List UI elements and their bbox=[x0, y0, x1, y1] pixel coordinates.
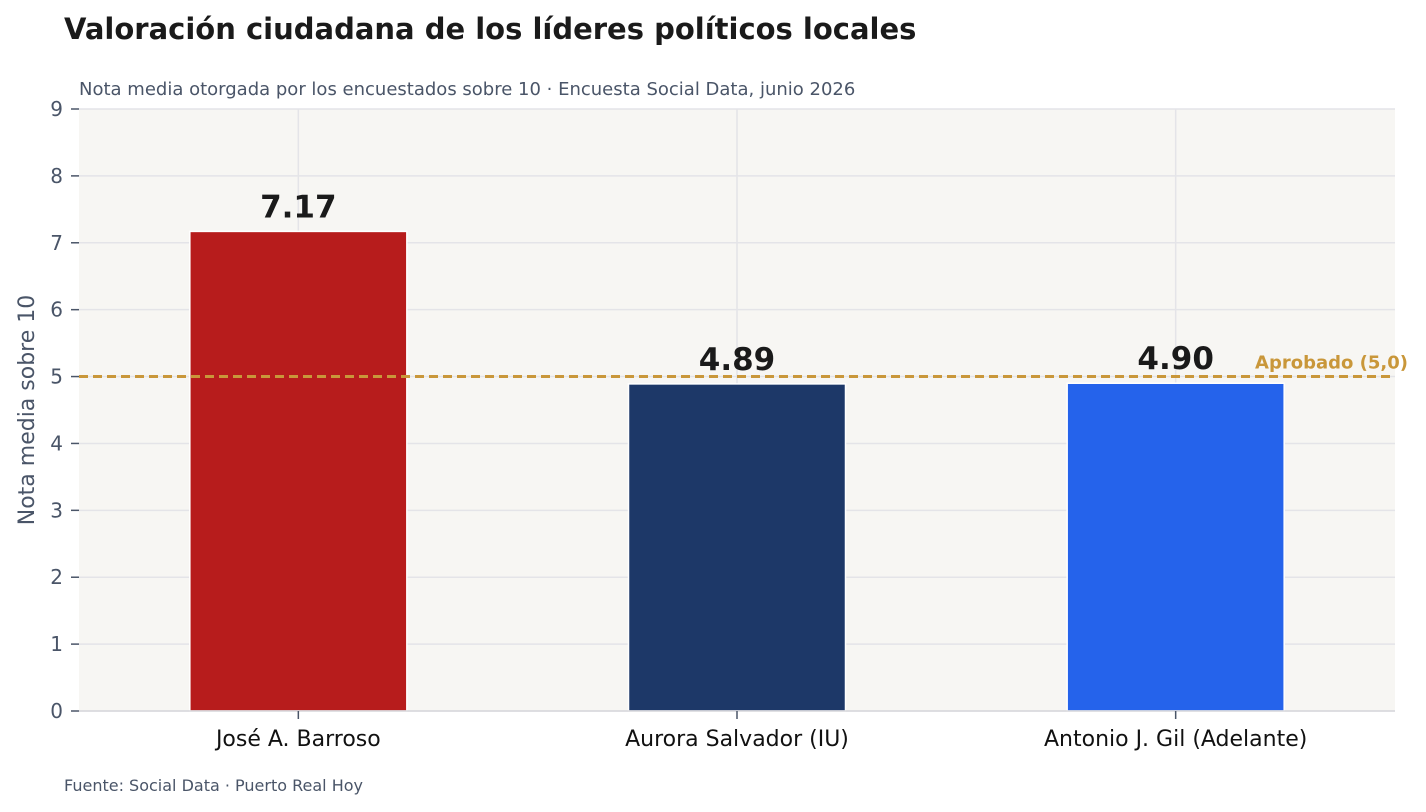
bar bbox=[1066, 382, 1285, 712]
y-axis-label: Nota media sobre 10 bbox=[15, 295, 40, 526]
bar bbox=[189, 230, 408, 712]
chart-title: Valoración ciudadana de los líderes polí… bbox=[64, 12, 917, 46]
y-tick-label: 5 bbox=[50, 365, 63, 389]
bar-value-label: 7.17 bbox=[260, 189, 337, 225]
y-tick-label: 7 bbox=[50, 231, 63, 255]
x-tick-label: Aurora Salvador (IU) bbox=[625, 727, 849, 752]
value-labels-layer: 7.17 4.89 4.90 bbox=[260, 189, 1214, 378]
x-tick-label: José A. Barroso bbox=[214, 727, 381, 752]
source-note: Fuente: Social Data · Puerto Real Hoy bbox=[64, 776, 363, 795]
bar bbox=[627, 383, 847, 712]
y-tick-label: 2 bbox=[50, 565, 63, 589]
reference-layer: Aprobado (5,0) bbox=[79, 353, 1408, 379]
chart-subtitle: Nota media otorgada por los encuestados … bbox=[79, 79, 856, 100]
bar-value-label: 4.90 bbox=[1137, 341, 1214, 377]
x-tick-label: Antonio J. Gil (Adelante) bbox=[1044, 727, 1307, 752]
y-tick-label: 4 bbox=[50, 431, 63, 455]
axis-layer: 0 1 2 3 4 5 6 7 8 9 José A. Barroso Aurora Salvador… bbox=[50, 97, 1395, 752]
bars-layer bbox=[189, 230, 1285, 712]
y-tick-label: 1 bbox=[50, 632, 63, 656]
y-tick-label: 6 bbox=[50, 298, 63, 322]
reference-line-label: Aprobado (5,0) bbox=[1255, 353, 1408, 374]
y-tick-label: 3 bbox=[50, 498, 63, 522]
y-tick-label: 0 bbox=[50, 699, 63, 723]
y-tick-label: 8 bbox=[50, 164, 63, 188]
bar-value-label: 4.89 bbox=[699, 342, 776, 378]
y-tick-label: 9 bbox=[50, 97, 63, 121]
